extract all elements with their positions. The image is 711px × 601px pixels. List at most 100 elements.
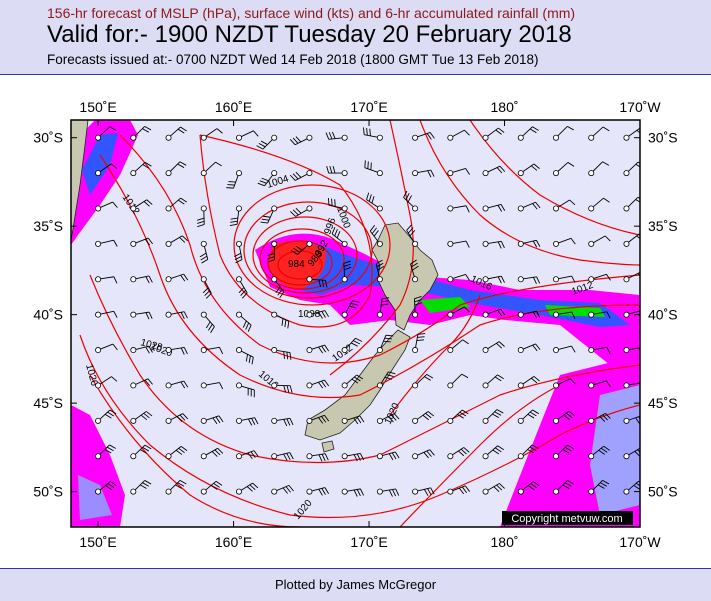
wind-barb-station bbox=[201, 241, 206, 246]
wind-barb-station bbox=[553, 383, 558, 388]
lat-tick-label: 35˚S bbox=[33, 218, 63, 234]
wind-barb-station bbox=[95, 347, 100, 352]
wind-barb-station bbox=[483, 418, 488, 423]
wind-barb-station bbox=[624, 277, 629, 282]
wind-barb-station bbox=[95, 277, 100, 282]
lat-tick-label: 35˚S bbox=[648, 218, 678, 234]
lon-tick-label: 170˚E bbox=[350, 99, 387, 115]
wind-barb-station bbox=[413, 206, 418, 211]
wind-barb-feather bbox=[641, 272, 646, 277]
wind-barb-station bbox=[131, 418, 136, 423]
lat-tick-label: 45˚S bbox=[33, 395, 63, 411]
lat-tick-label: 40˚S bbox=[648, 307, 678, 323]
wind-barb-station bbox=[518, 277, 523, 282]
wind-barb-station bbox=[448, 277, 453, 282]
plot-credit: Plotted by James McGregor bbox=[0, 577, 711, 592]
wind-barb-station bbox=[553, 489, 558, 494]
wind-barb-station bbox=[448, 383, 453, 388]
wind-barb-station bbox=[307, 170, 312, 175]
wind-barb-station bbox=[624, 312, 629, 317]
wind-barb-station bbox=[201, 170, 206, 175]
wind-barb-station bbox=[377, 135, 382, 140]
lat-tick-label: 40˚S bbox=[33, 307, 63, 323]
wind-barb-feather bbox=[642, 347, 645, 354]
wind-barb-station bbox=[307, 277, 312, 282]
wind-barb-station bbox=[272, 454, 277, 459]
wind-barb-feather bbox=[642, 382, 645, 389]
wind-barb-station bbox=[342, 489, 347, 494]
lon-tick-label: 150˚E bbox=[79, 99, 116, 115]
wind-barb-station bbox=[272, 206, 277, 211]
wind-barb-station bbox=[342, 206, 347, 211]
wind-barb-station bbox=[413, 347, 418, 352]
wind-barb-feather bbox=[227, 185, 234, 186]
wind-barb-station bbox=[483, 241, 488, 246]
wind-barb-station bbox=[272, 135, 277, 140]
lon-tick-label: 170˚W bbox=[619, 99, 661, 115]
wind-barb-station bbox=[236, 170, 241, 175]
forecast-map: 1012 1004 1000 996 992 988 984 1008 1020… bbox=[0, 75, 711, 568]
wind-barb-station bbox=[342, 418, 347, 423]
wind-barb-station bbox=[377, 312, 382, 317]
wind-barb-station bbox=[131, 347, 136, 352]
wind-barb-station bbox=[553, 170, 558, 175]
wind-barb-station bbox=[342, 347, 347, 352]
lat-tick-label: 30˚S bbox=[33, 130, 63, 146]
wind-barb-station bbox=[518, 206, 523, 211]
wind-barb-station bbox=[272, 241, 277, 246]
copyright-box: Copyright metvuw.com bbox=[502, 511, 633, 525]
wind-barb-station bbox=[236, 383, 241, 388]
wind-barb-station bbox=[624, 383, 629, 388]
wind-barb-station bbox=[131, 277, 136, 282]
wind-barb-station bbox=[518, 489, 523, 494]
lat-tick-label: 30˚S bbox=[648, 130, 678, 146]
wind-barb-station bbox=[342, 312, 347, 317]
wind-barb-station bbox=[166, 277, 171, 282]
wind-barb-station bbox=[201, 135, 206, 140]
wind-barb-station bbox=[448, 241, 453, 246]
lat-tick-label: 50˚S bbox=[648, 484, 678, 500]
wind-barb-station bbox=[236, 135, 241, 140]
wind-barb-station bbox=[483, 454, 488, 459]
wind-barb-station bbox=[95, 418, 100, 423]
wind-barb-station bbox=[413, 454, 418, 459]
wind-barb-station bbox=[307, 135, 312, 140]
wind-barb-station bbox=[413, 312, 418, 317]
wind-barb-station bbox=[589, 277, 594, 282]
wind-barb-station bbox=[624, 206, 629, 211]
wind-barb-station bbox=[413, 241, 418, 246]
wind-barb-station bbox=[236, 312, 241, 317]
lat-tick-label: 45˚S bbox=[648, 395, 678, 411]
wind-barb-station bbox=[377, 241, 382, 246]
wind-barb-station bbox=[448, 206, 453, 211]
copyright-text: Copyright metvuw.com bbox=[511, 513, 622, 525]
wind-barb-station bbox=[307, 347, 312, 352]
wind-barb-station bbox=[201, 489, 206, 494]
lon-tick-label: 150˚E bbox=[79, 534, 116, 550]
wind-barb-station bbox=[166, 241, 171, 246]
wind-barb-station bbox=[131, 383, 136, 388]
wind-barb-station bbox=[589, 489, 594, 494]
wind-barb-station bbox=[131, 135, 136, 140]
wind-barb-station bbox=[307, 206, 312, 211]
wind-barb-station bbox=[377, 383, 382, 388]
wind-barb-station bbox=[589, 454, 594, 459]
wind-barb-station bbox=[413, 135, 418, 140]
wind-barb-station bbox=[553, 241, 558, 246]
wind-barb-feather bbox=[328, 198, 329, 205]
wind-barb-station bbox=[236, 277, 241, 282]
wind-barb-station bbox=[307, 312, 312, 317]
wind-barb-station bbox=[95, 489, 100, 494]
wind-barb-station bbox=[201, 454, 206, 459]
wind-barb-station bbox=[342, 135, 347, 140]
wind-barb-station bbox=[413, 489, 418, 494]
lat-tick-label: 50˚S bbox=[33, 484, 63, 500]
wind-barb-station bbox=[95, 454, 100, 459]
wind-barb-station bbox=[377, 170, 382, 175]
wind-barb-station bbox=[448, 312, 453, 317]
wind-barb-station bbox=[624, 135, 629, 140]
wind-barb-station bbox=[377, 206, 382, 211]
wind-barb-station bbox=[166, 383, 171, 388]
wind-barb-station bbox=[589, 312, 594, 317]
wind-barb-station bbox=[377, 418, 382, 423]
